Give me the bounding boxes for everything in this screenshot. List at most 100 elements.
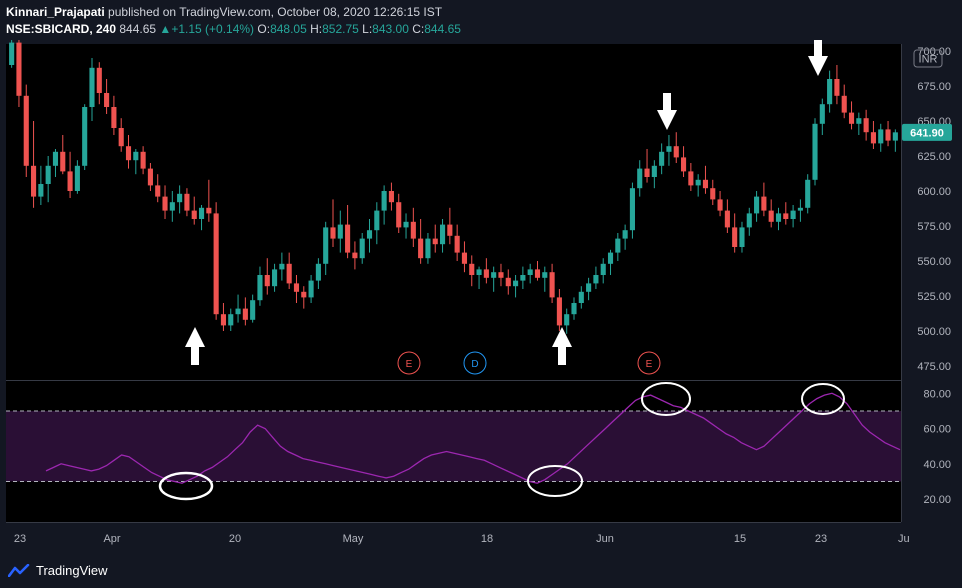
candle-body [243,309,248,320]
candle-body [111,107,116,128]
rsi-tick-label: 40.00 [923,459,951,471]
candle-body [798,208,803,211]
candle-body [871,132,876,143]
candle-body [864,118,869,132]
candle-body [97,68,102,93]
candle-body [725,211,730,228]
candle-body [53,152,58,166]
candle-body [469,264,474,275]
price-tick-label: 475.00 [917,361,951,373]
candle-body [214,213,219,314]
candle-body [31,166,36,197]
candle-body [389,191,394,202]
candle-body [257,275,262,300]
time-tick-label: 23 [815,533,827,545]
candle-body [878,129,883,143]
candle-body [593,275,598,283]
candle-body [228,314,233,325]
candle-body [367,230,372,238]
candle-body [557,297,562,325]
rsi-band-fill [6,411,901,482]
candle-body [46,166,51,184]
price-tick-label: 500.00 [917,326,951,338]
candle-body [491,272,496,278]
chart-header: Kinnari_Prajapati published on TradingVi… [0,0,962,40]
candle-body [696,180,701,186]
candle-body [769,211,774,222]
rsi-tick-label: 60.00 [923,424,951,436]
candle-body [60,152,65,172]
candle-body [688,171,693,185]
candle-body [440,225,445,245]
candle-body [659,152,664,166]
candle-body [564,314,569,325]
candle-body [104,93,109,107]
candle-body [885,129,890,140]
candle-body [703,180,708,188]
rsi-tick-label: 80.00 [923,388,951,400]
candle-body [133,152,138,160]
candle-body [199,208,204,219]
chart-canvas[interactable]: 700.00675.00650.00625.00600.00575.00550.… [0,40,962,554]
change-value: +1.15 (+0.14%) [171,22,254,36]
candle-body [75,166,80,191]
time-tick-label: Apr [103,533,120,545]
candle-body [352,253,357,259]
candle-body [893,132,898,140]
close-value: 844.65 [424,22,461,36]
candle-body [411,222,416,239]
candle-body [849,113,854,124]
candle-body [842,96,847,113]
low-value: 843.00 [372,22,409,36]
candle-body [403,222,408,228]
candle-body [235,309,240,315]
footer: TradingView [0,554,962,588]
candle-body [506,278,511,286]
event-marker-label: D [471,359,478,370]
candle-body [272,269,277,286]
candle-body [812,124,817,180]
tradingview-logo[interactable]: TradingView [8,563,108,578]
ohlc-legend: NSE:SBICARD, 240 844.65 ▲+1.15 (+0.14%) … [6,22,461,36]
candle-body [644,169,649,177]
low-label: L: [362,22,372,36]
candle-body [148,169,153,186]
price-pane[interactable] [6,44,901,380]
candle-body [681,157,686,171]
event-marker-label: E [646,359,653,370]
candle-body [542,272,547,278]
candle-body [477,269,482,275]
candle-body [820,104,825,124]
candle-body [666,146,671,152]
currency-label: INR [919,54,938,66]
candle-body [571,303,576,314]
candle-body [323,227,328,263]
candle-body [586,283,591,291]
candle-body [155,185,160,196]
tradingview-icon [8,564,30,577]
candle-body [783,213,788,219]
candle-body [374,211,379,231]
publish-line: Kinnari_Prajapati published on TradingVi… [6,5,442,19]
candle-body [739,227,744,247]
candle-body [484,269,489,277]
symbol-label[interactable]: NSE:SBICARD, 240 [6,22,116,36]
candle-body [418,239,423,259]
candle-body [206,208,211,214]
candle-body [623,230,628,238]
candle-body [338,225,343,239]
candle-body [330,227,335,238]
candle-body [455,236,460,253]
candle-body [162,197,167,211]
candle-body [761,197,766,211]
candle-body [221,314,226,325]
candle-body [119,128,124,146]
current-price-label: 641.90 [910,127,944,139]
candle-body [652,166,657,177]
publish-info: published on TradingView.com, October 08… [108,5,442,19]
candle-body [550,272,555,297]
author-name[interactable]: Kinnari_Prajapati [6,5,105,19]
candle-body [360,239,365,259]
candle-body [776,213,781,221]
candle-body [170,202,175,210]
